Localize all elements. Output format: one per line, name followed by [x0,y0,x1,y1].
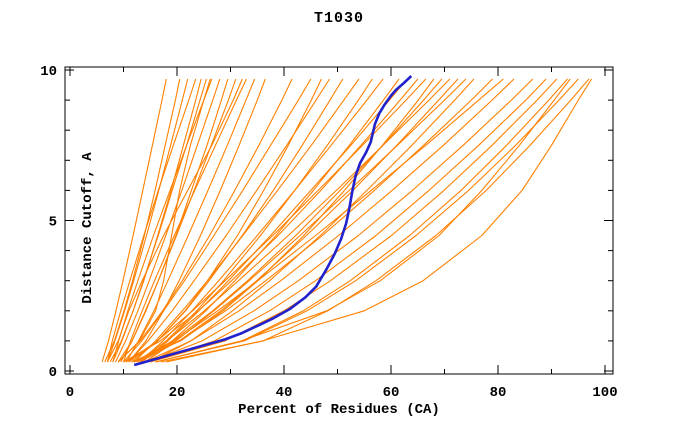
ensemble-curve [155,78,571,363]
y-tick-label: 10 [40,64,57,80]
ensemble-curve [150,78,547,363]
ensemble-curve [133,78,360,363]
ensemble-curve [166,78,593,363]
ensemble-curve [128,78,266,363]
ensemble-curve [125,78,256,363]
x-tick-label: 0 [66,385,74,401]
ensemble-curve [133,78,493,363]
ensemble-curve [133,78,443,363]
ensemble-curve [160,78,590,363]
x-tick-label: 40 [276,385,293,401]
ensemble-curve [141,78,408,363]
ensemble-curve [120,78,237,363]
ensemble-curve [117,78,293,363]
ensemble-curve [155,78,579,363]
y-tick-label: 0 [49,365,57,381]
ensemble-curve [112,78,207,363]
highlight-curve [133,75,413,367]
ensemble-curve [122,78,247,363]
ensemble-curve [106,78,189,363]
ensemble-curve [128,78,427,363]
ensemble-curve [155,78,568,363]
ensemble-curve [101,78,167,363]
ensemble-curve [106,78,197,363]
ensemble-curve [139,78,459,363]
y-tick-label: 5 [49,215,57,231]
x-tick-label: 100 [592,385,617,401]
ensemble-curve [128,78,330,363]
ensemble-curve [139,78,400,363]
ensemble-curve [123,78,312,363]
ensemble-curve [136,78,373,363]
x-axis-title: Percent of Residues (CA) [238,402,440,418]
x-tick-label: 60 [383,385,400,401]
ensemble-curve [139,78,504,363]
x-tick-label: 80 [490,385,507,401]
ensemble-curve [150,78,475,363]
ensemble-curve [136,78,451,363]
ensemble-curve [115,78,221,363]
x-tick-label: 20 [169,385,186,401]
ensemble-curve [144,78,515,363]
ensemble-curve [123,78,419,363]
ensemble-curve [147,78,534,363]
chart-title: T1030 [313,10,364,27]
ensemble-curve [106,78,243,363]
ensemble-curve [117,78,211,363]
